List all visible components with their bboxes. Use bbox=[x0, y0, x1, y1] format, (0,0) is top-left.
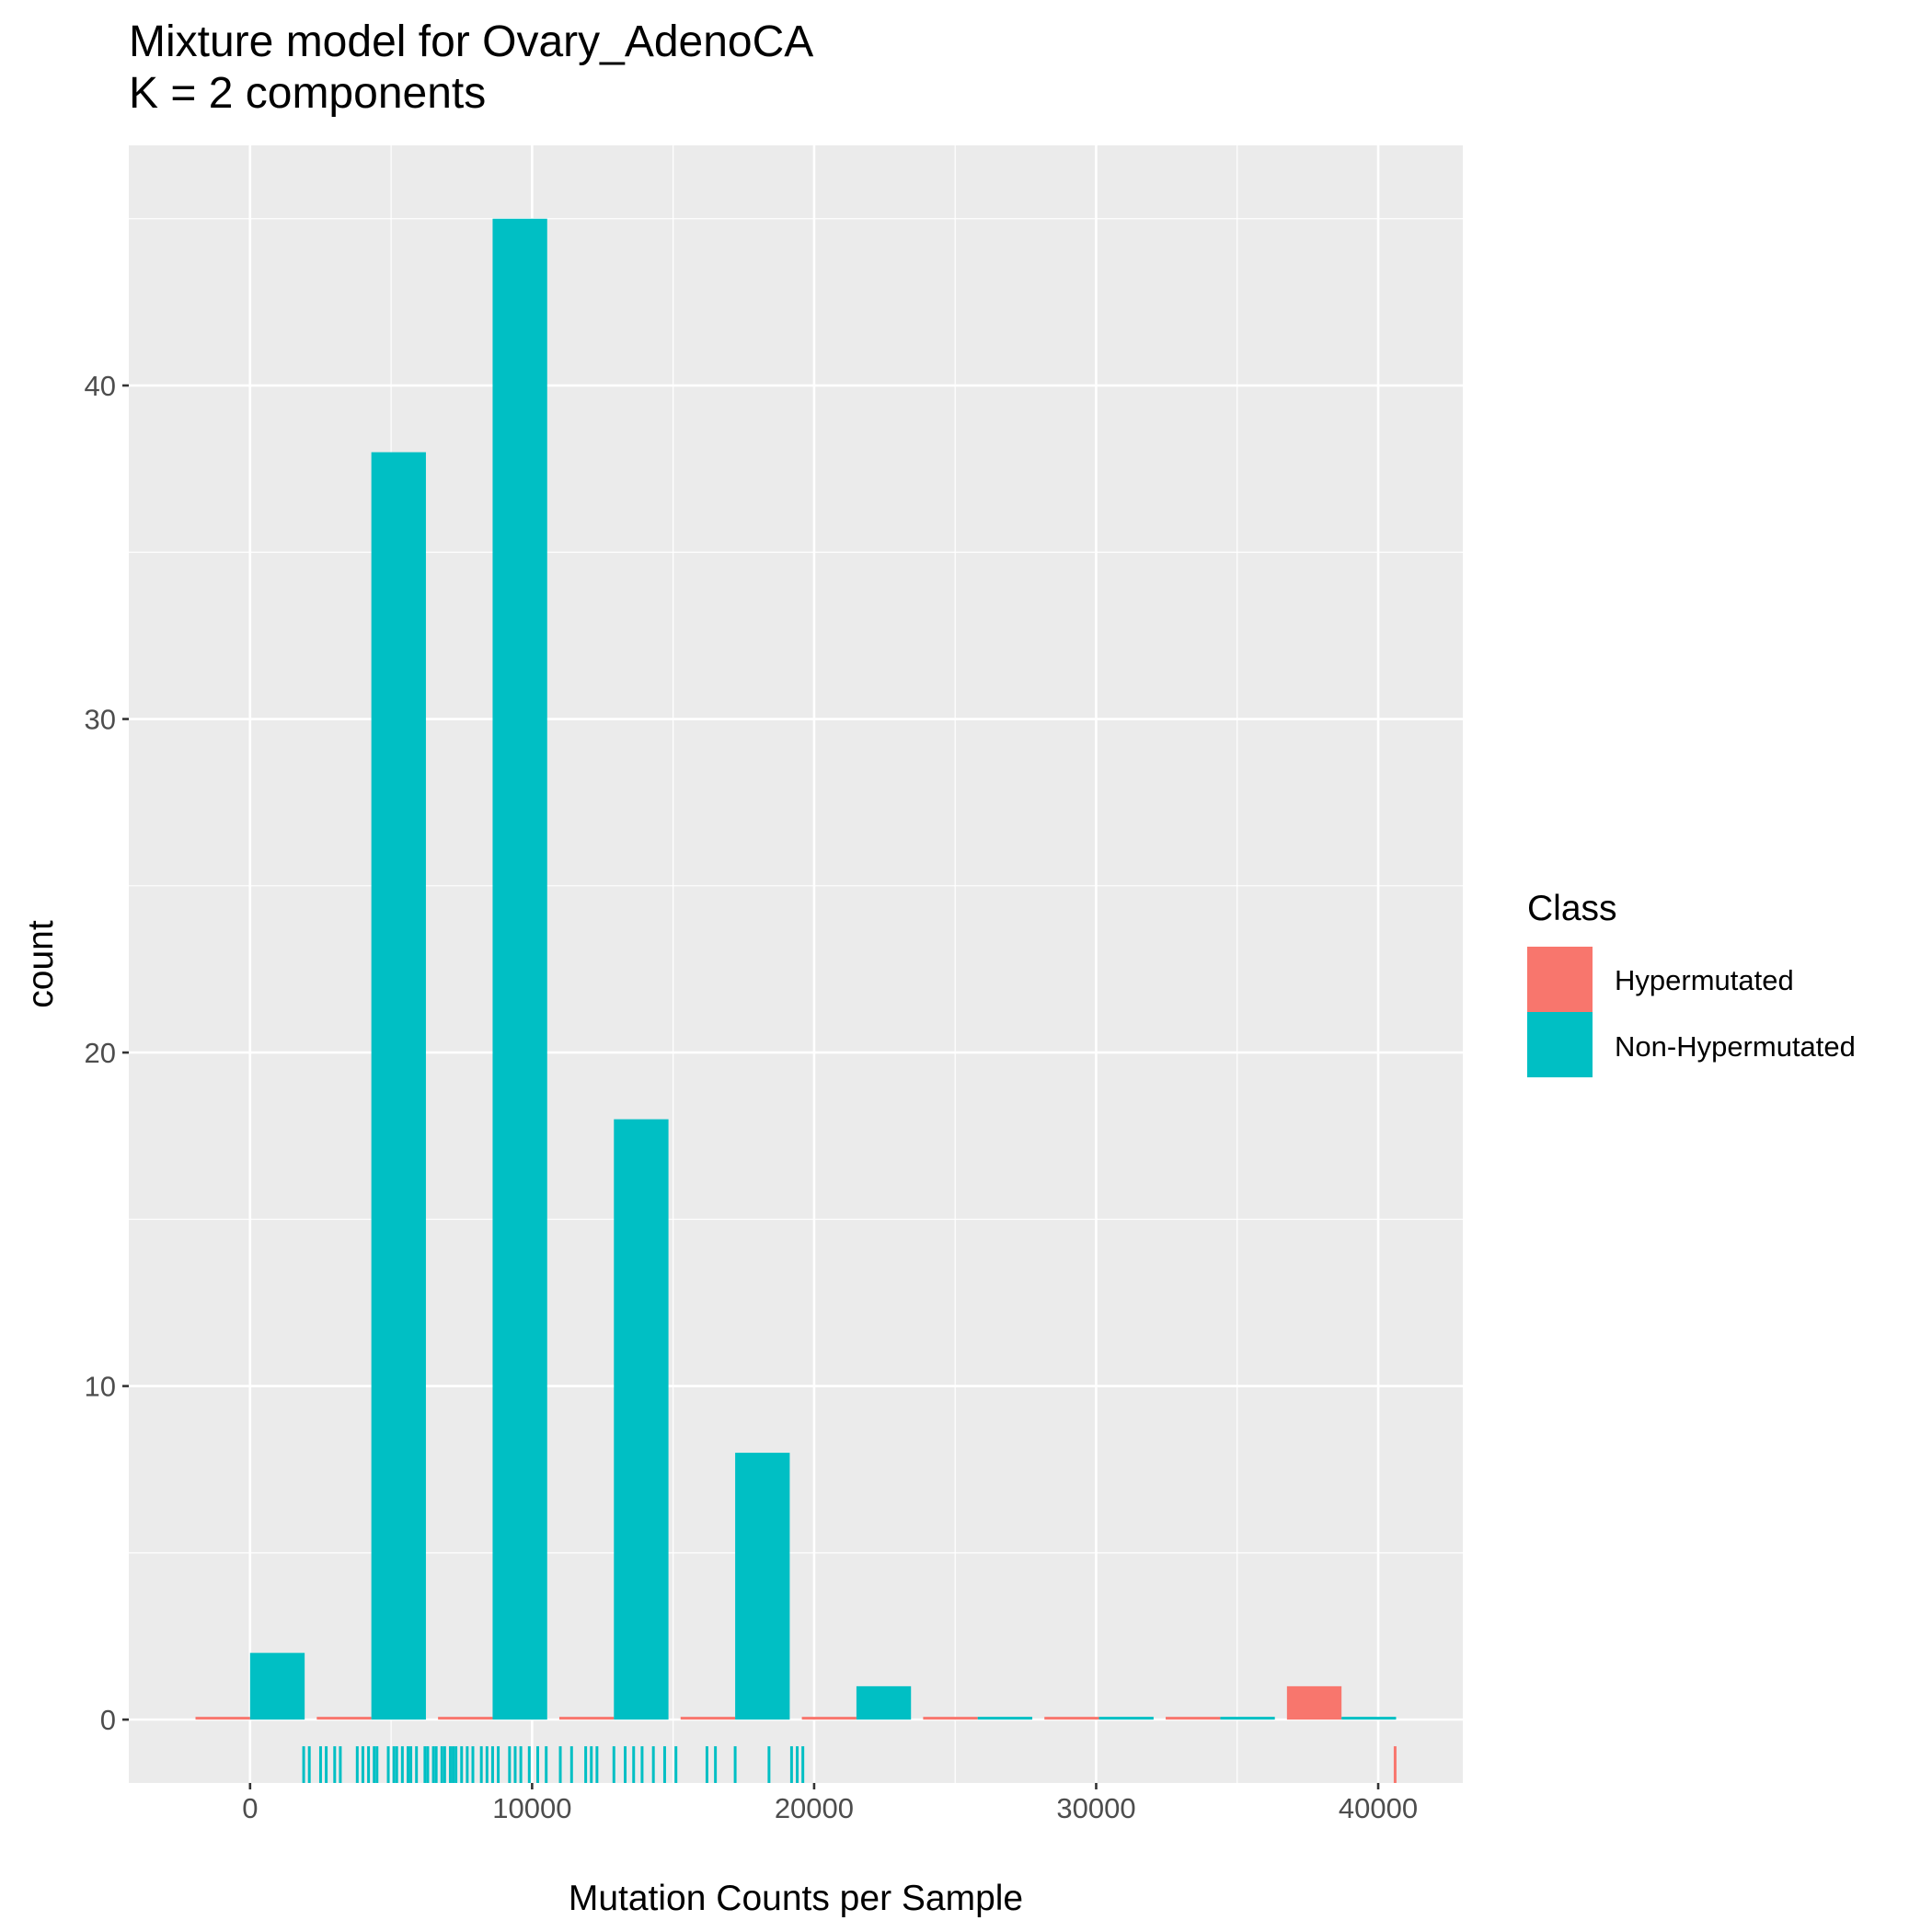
chart-subtitle: K = 2 components bbox=[129, 69, 486, 118]
bar-hypermutated bbox=[195, 1717, 250, 1720]
legend-label-non-hypermutated: Non-Hypermutated bbox=[1615, 1030, 1856, 1063]
bar-hypermutated bbox=[316, 1717, 372, 1720]
bar-hypermutated bbox=[680, 1717, 736, 1720]
y-tick-label: 10 bbox=[85, 1371, 116, 1403]
x-tick-label: 0 bbox=[242, 1792, 258, 1824]
bar-non-hypermutated bbox=[1098, 1717, 1154, 1720]
bar-hypermutated bbox=[1044, 1717, 1099, 1720]
bar-non-hypermutated bbox=[1341, 1717, 1397, 1720]
plot-panel bbox=[129, 145, 1463, 1783]
bar-hypermutated bbox=[438, 1717, 493, 1720]
bar-non-hypermutated bbox=[1220, 1717, 1275, 1720]
bar-non-hypermutated bbox=[735, 1453, 790, 1720]
bars bbox=[195, 218, 1397, 1720]
x-tick-label: 30000 bbox=[1056, 1792, 1135, 1824]
legend-label-hypermutated: Hypermutated bbox=[1615, 964, 1794, 996]
bar-non-hypermutated bbox=[249, 1652, 305, 1720]
bar-non-hypermutated bbox=[977, 1717, 1033, 1720]
x-tick-label: 10000 bbox=[492, 1792, 571, 1824]
chart-title: Mixture model for Ovary_AdenoCA bbox=[129, 17, 813, 66]
y-axis-title: count bbox=[21, 920, 61, 1008]
y-axis: 0 10 20 30 40 bbox=[85, 370, 129, 1736]
y-tick-label: 20 bbox=[85, 1037, 116, 1069]
x-tick-label: 20000 bbox=[775, 1792, 854, 1824]
bar-hypermutated bbox=[923, 1717, 978, 1720]
bar-non-hypermutated bbox=[614, 1119, 669, 1720]
x-axis: 0 10000 20000 30000 40000 bbox=[242, 1783, 1418, 1824]
bar-non-hypermutated bbox=[856, 1685, 912, 1720]
bar-non-hypermutated bbox=[371, 452, 426, 1720]
bar-hypermutated bbox=[1286, 1685, 1342, 1720]
x-tick-label: 40000 bbox=[1339, 1792, 1418, 1824]
bar-non-hypermutated bbox=[492, 218, 547, 1720]
x-axis-title: Mutation Counts per Sample bbox=[569, 1879, 1023, 1918]
bar-hypermutated bbox=[1166, 1717, 1221, 1720]
legend-key-non-hypermutated bbox=[1527, 1012, 1593, 1077]
y-tick-label: 0 bbox=[100, 1704, 116, 1736]
legend-key-hypermutated bbox=[1527, 947, 1593, 1012]
y-tick-label: 40 bbox=[85, 370, 116, 402]
bar-hypermutated bbox=[801, 1717, 857, 1720]
rug-marks bbox=[302, 1746, 1397, 1783]
bar-hypermutated bbox=[558, 1717, 615, 1720]
legend-title: Class bbox=[1527, 889, 1617, 928]
legend: Class Hypermutated Non-Hypermutated bbox=[1527, 889, 1856, 1077]
y-tick-label: 30 bbox=[85, 704, 116, 736]
minor-gridlines bbox=[108, 145, 1463, 1783]
